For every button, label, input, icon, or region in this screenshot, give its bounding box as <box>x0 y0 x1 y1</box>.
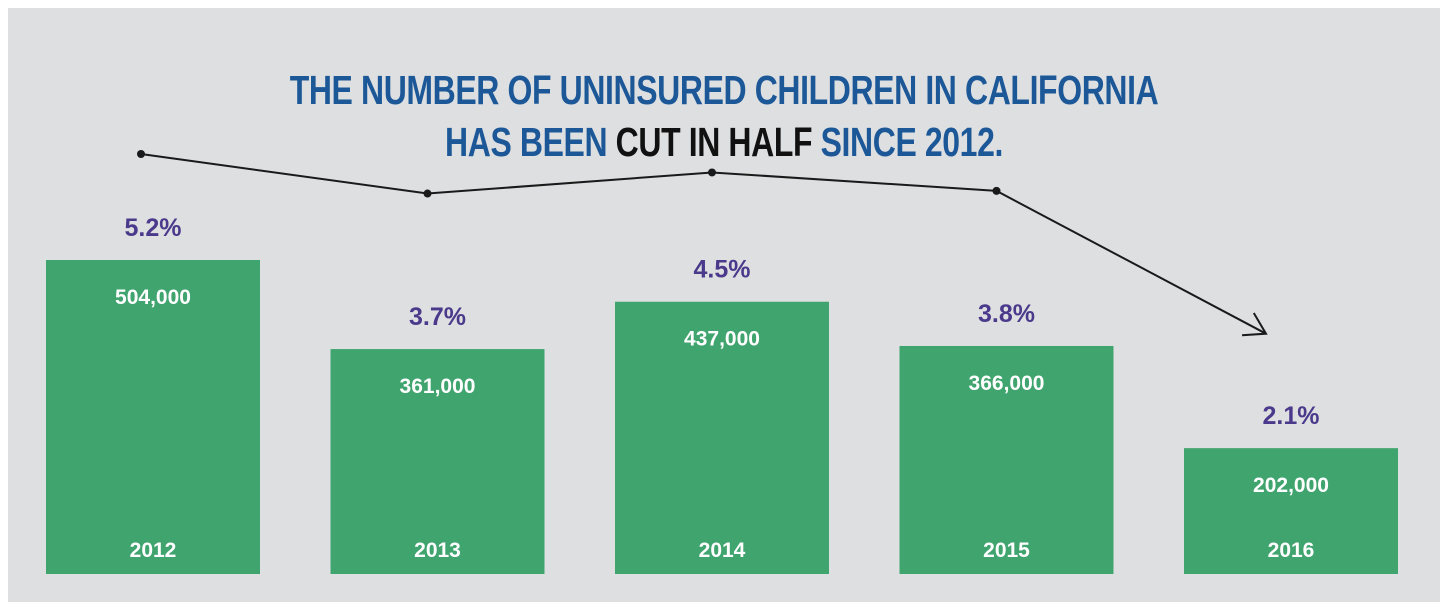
title-highlight: CUT IN HALF <box>615 119 813 165</box>
bar-2013 <box>330 349 545 574</box>
bar-2014 <box>615 301 829 574</box>
chart-title: THE NUMBER OF UNINSURED CHILDREN IN CALI… <box>166 64 1283 168</box>
percent-label-2013: 3.7% <box>409 303 466 331</box>
bar-2012 <box>46 260 260 574</box>
x-tick-label-2016: 2016 <box>1268 539 1315 562</box>
bar-value-label-2015: 366,000 <box>969 372 1045 395</box>
percent-label-2014: 4.5% <box>694 256 751 284</box>
trend-point-2014 <box>708 168 716 177</box>
trend-point-2015 <box>992 186 1001 195</box>
bar-2015 <box>899 345 1114 574</box>
x-tick-label-2014: 2014 <box>699 539 746 562</box>
trend-arrowhead <box>1241 312 1268 337</box>
title-line-2-prefix: HAS BEEN <box>445 119 616 165</box>
x-tick-label-2012: 2012 <box>130 539 177 562</box>
bar-value-label-2013: 361,000 <box>400 375 476 398</box>
bar-value-label-2016: 202,000 <box>1253 474 1329 497</box>
title-line-2-suffix: SINCE 2012. <box>812 119 1004 165</box>
bar-value-label-2012: 504,000 <box>115 286 191 309</box>
x-tick-label-2013: 2013 <box>414 539 461 562</box>
title-line-2: HAS BEEN CUT IN HALF SINCE 2012. <box>166 116 1283 168</box>
percent-label-2012: 5.2% <box>125 214 182 242</box>
bar-2016 <box>1184 448 1398 574</box>
trend-point-2012 <box>137 150 145 158</box>
x-tick-label-2015: 2015 <box>983 539 1030 562</box>
bar-value-label-2014: 437,000 <box>684 328 760 351</box>
percent-label-2016: 2.1% <box>1263 402 1320 430</box>
title-line-1: THE NUMBER OF UNINSURED CHILDREN IN CALI… <box>289 67 1159 113</box>
trend-point-2013 <box>423 189 432 198</box>
percent-label-2015: 3.8% <box>978 300 1035 328</box>
